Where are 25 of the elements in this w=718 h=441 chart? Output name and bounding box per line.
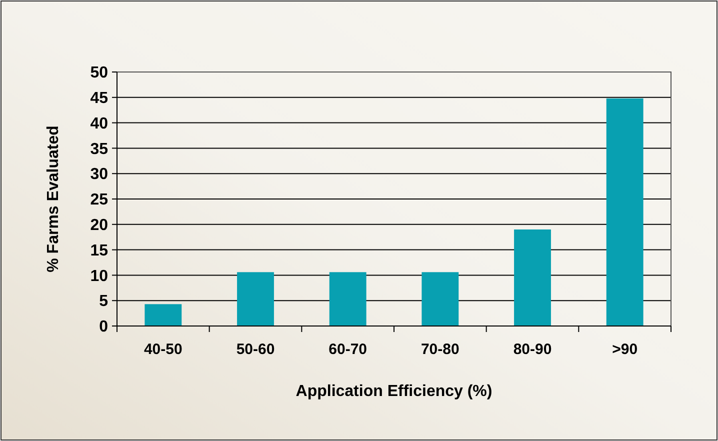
x-tick-label: 70-80 <box>420 341 460 358</box>
x-tick-label: 40-50 <box>144 341 182 358</box>
x-tick-label: 60-70 <box>328 341 368 358</box>
y-tick-label: 35 <box>90 140 108 158</box>
x-tick-label: 50-60 <box>236 341 275 358</box>
bar <box>237 272 274 326</box>
bar <box>329 272 366 326</box>
x-tick-label: >90 <box>612 341 638 358</box>
y-tick-label: 20 <box>90 217 108 234</box>
y-axis-title: % Farms Evaluated <box>45 126 62 272</box>
y-tick-label: 40 <box>90 115 108 132</box>
y-tick-label: 0 <box>99 318 108 336</box>
y-tick-label: 25 <box>90 192 108 209</box>
bar <box>144 304 182 326</box>
x-tick-label: 80-90 <box>513 341 552 358</box>
x-axis-title: Application Efficiency (%) <box>296 383 492 400</box>
y-tick-label: 50 <box>90 64 108 82</box>
bar <box>514 229 551 326</box>
bar <box>422 272 459 326</box>
y-tick-label: 10 <box>90 268 108 285</box>
y-tick-label: 5 <box>99 293 108 310</box>
y-tick-label: 30 <box>90 166 108 184</box>
bar <box>606 98 644 326</box>
y-tick-label: 45 <box>90 90 108 107</box>
y-tick-label: 15 <box>90 242 108 260</box>
